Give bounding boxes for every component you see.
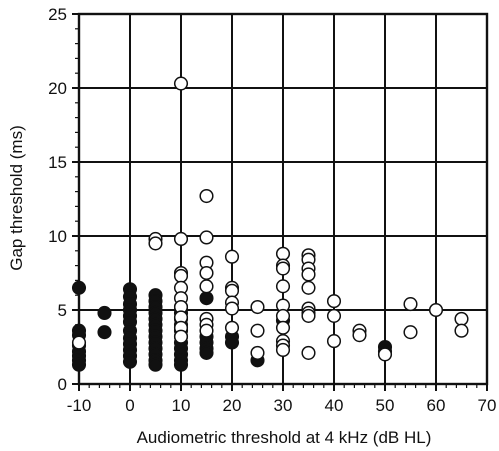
open-data-point: [250, 299, 265, 315]
open-data-point: [275, 308, 291, 323]
open-data-point: [352, 328, 367, 343]
open-data-point: [301, 280, 316, 295]
open-data-point: [250, 323, 265, 338]
x-tick-label: 0: [125, 396, 134, 415]
open-data-point: [173, 76, 189, 91]
open-data-point: [403, 325, 418, 340]
x-tick-label: -10: [67, 396, 92, 415]
open-data-point: [403, 297, 418, 312]
filled-data-point: [122, 354, 138, 369]
open-data-point: [199, 323, 214, 338]
open-data-point: [148, 236, 163, 251]
filled-data-point: [71, 357, 87, 372]
open-data-point: [275, 320, 291, 335]
open-data-point: [173, 329, 189, 344]
open-data-point: [173, 231, 189, 247]
open-data-point: [199, 188, 214, 204]
data-points: [71, 76, 469, 372]
open-data-point: [275, 279, 291, 294]
x-tick-label: 30: [274, 396, 293, 415]
y-tick-label: 10: [48, 227, 67, 246]
open-data-point: [250, 345, 265, 360]
open-data-point: [224, 249, 240, 264]
y-tick-label: 20: [48, 79, 67, 98]
y-tick-label: 15: [48, 153, 67, 172]
filled-data-point: [173, 357, 189, 372]
open-data-point: [454, 323, 469, 338]
filled-data-point: [71, 280, 87, 295]
x-tick-label: 70: [478, 396, 497, 415]
open-data-point: [326, 294, 342, 309]
open-data-point: [224, 283, 240, 298]
open-data-point: [199, 265, 214, 281]
open-data-point: [199, 230, 214, 245]
y-axis-tick-labels: 0 5 10 15 20 25: [48, 5, 67, 394]
open-data-point: [275, 261, 291, 276]
y-tick-label: 25: [48, 5, 67, 24]
open-data-point: [301, 308, 316, 323]
filled-data-point: [97, 325, 112, 340]
open-data-point: [454, 311, 469, 326]
x-tick-label: 60: [427, 396, 446, 415]
y-tick-label: 0: [58, 375, 67, 394]
open-data-point: [326, 308, 342, 323]
filled-data-point: [199, 291, 214, 306]
open-data-point: [377, 347, 393, 362]
open-data-point: [224, 320, 240, 335]
open-data-point: [71, 335, 87, 350]
open-data-point: [224, 301, 240, 316]
open-data-point: [275, 246, 291, 261]
plot-frame: [77, 12, 489, 386]
y-tick-label: 5: [58, 301, 67, 320]
open-data-point: [275, 342, 291, 358]
open-data-point: [301, 345, 316, 360]
filled-data-point: [148, 357, 163, 372]
open-data-point: [173, 268, 189, 284]
x-tick-label: 50: [376, 396, 395, 415]
open-data-point: [326, 334, 342, 349]
y-axis-label: Gap threshold (ms): [7, 125, 26, 271]
filled-data-point: [97, 305, 112, 321]
open-data-point: [199, 279, 214, 294]
x-axis-label: Audiometric threshold at 4 kHz (dB HL): [137, 428, 432, 447]
x-tick-label: 40: [325, 396, 344, 415]
filled-data-point: [224, 335, 240, 350]
x-tick-label: 10: [172, 396, 191, 415]
filled-data-point: [199, 345, 214, 360]
open-data-point: [428, 302, 444, 318]
open-data-point: [301, 267, 316, 282]
x-axis-tick-labels: -10 0 10 20 30 40 50 60 70: [67, 396, 497, 415]
x-tick-label: 20: [223, 396, 242, 415]
